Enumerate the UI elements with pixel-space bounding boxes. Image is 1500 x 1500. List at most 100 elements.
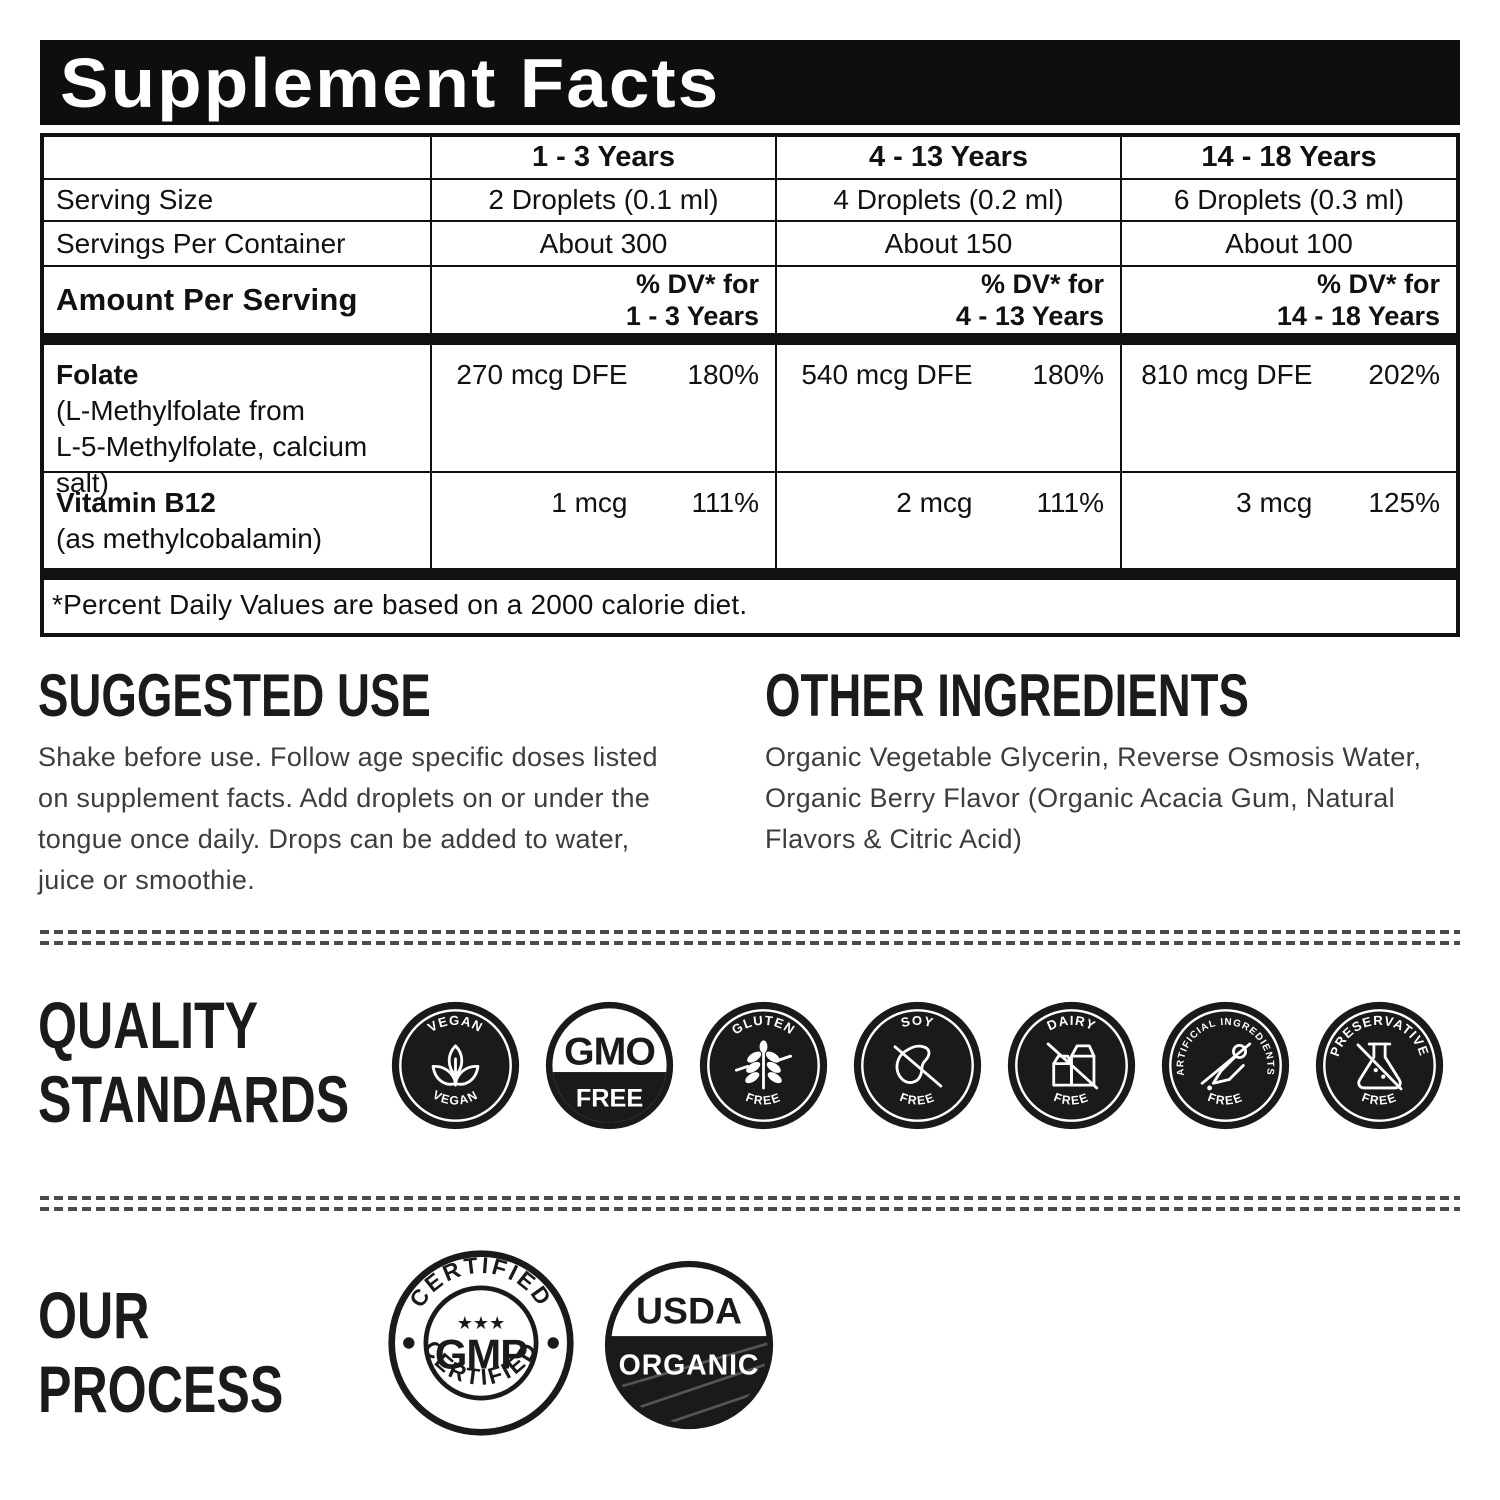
nutrient-amount: 270 mcg DFE [456,359,628,390]
age-column-header: 1 - 3 Years [430,137,775,178]
nutrient-amount: 1 mcg [551,487,628,518]
wheat-icon [734,1040,793,1090]
servings-per-container-value: About 300 [430,222,775,265]
nutrient-value-cell: 810 mcg DFE 202% [1120,345,1456,501]
badge-soy-free: SOY FREE [853,1001,982,1130]
suggested-use-body: Shake before use. Follow age specific do… [38,742,658,895]
quality-standards-badges: VEGAN VEGAN GMO FREE GLUTEN FREE [390,1000,1445,1131]
servings-per-container-label: Servings Per Container [56,227,346,259]
dashed-line [40,1196,1460,1200]
dv-header: % DV* for 14 - 18 Years [1120,267,1456,333]
heading-line: OUR [38,1278,150,1352]
heading-line: PROCESS [38,1352,284,1426]
badge-gluten-free: GLUTEN FREE [699,1001,828,1130]
other-ingredients-body: Organic Vegetable Glycerin, Reverse Osmo… [765,742,1422,854]
heading-line: QUALITY [38,988,259,1062]
nutrient-detail: L-5-Methylfolate, calcium salt) [56,431,368,498]
dv-prefix: % DV* for [635,269,759,299]
serving-size-value: 2 Droplets (0.1 ml) [430,180,775,220]
dashed-divider [40,1196,1460,1211]
nutrient-detail: (as methylcobalamin) [56,523,323,554]
nutrient-value-cell: 3 mcg 125% [1120,473,1456,568]
dv-age-range: 14 - 18 Years [1276,301,1440,331]
svg-text:FREE: FREE [576,1085,643,1113]
nutrient-name: Folate [56,359,139,390]
table-row-age-headers: 1 - 3 Years 4 - 13 Years 14 - 18 Years [44,137,1456,178]
svg-text:GMP: GMP [435,1331,527,1378]
suggested-use-heading: SUGGESTED USE [38,662,431,729]
badge-preservative-free: PRESERVATIVE FREE [1315,1001,1444,1130]
dashed-line [40,930,1460,934]
table-row-amount-per-serving: Amount Per Serving % DV* for 1 - 3 Years… [44,265,1456,333]
nutrient-dv: 180% [687,359,759,390]
gmp-certified-badge-slot: CERTIFIED CERTIFIED ★★★ GMP [386,1248,576,1443]
usda-organic-badge: USDA ORGANIC [604,1260,774,1430]
amount-per-serving-label: Amount Per Serving [56,282,358,317]
dashed-line [40,941,1460,945]
table-row-servings-per-container: Servings Per Container About 300 About 1… [44,220,1456,265]
servings-per-container-value: About 150 [775,222,1120,265]
nutrient-amount: 810 mcg DFE [1141,359,1313,390]
dropper-icon [1200,1042,1252,1091]
serving-size-value: 6 Droplets (0.3 ml) [1120,180,1456,220]
nutrient-dv: 111% [691,487,759,518]
nutrient-name-cell: Vitamin B12 (as methylcobalamin) [44,473,430,568]
nutrient-amount: 540 mcg DFE [801,359,973,390]
nutrient-amount: 3 mcg [1236,487,1313,518]
nutrient-detail: (L-Methylfolate from [56,395,305,426]
gmp-certified-badge: CERTIFIED CERTIFIED ★★★ GMP [388,1250,574,1436]
milk-carton-icon [1046,1042,1099,1090]
thick-divider-bar [44,333,1456,345]
other-ingredients-heading: OTHER INGREDIENTS [765,662,1249,729]
dashed-line [40,1207,1460,1211]
table-row-vitamin-b12: Vitamin B12 (as methylcobalamin) 1 mcg 1… [44,471,1456,568]
dashed-divider [40,930,1460,945]
dot-icon [403,1337,415,1349]
quality-standards-heading: QUALITY STANDARDS [38,988,349,1136]
nutrient-dv: 180% [1032,359,1104,390]
supplement-facts-title-bar: Supplement Facts [40,40,1460,125]
nutrient-dv: 111% [1036,487,1104,518]
serving-size-value: 4 Droplets (0.2 ml) [775,180,1120,220]
nutrient-amount: 2 mcg [896,487,973,518]
svg-text:VEGAN: VEGAN [425,1013,486,1035]
dv-age-range: 1 - 3 Years [625,301,759,331]
svg-text:VEGAN: VEGAN [430,1088,480,1108]
page-title: Supplement Facts [60,43,721,122]
nutrient-value-cell: 540 mcg DFE 180% [775,345,1120,501]
badge-dairy-free: DAIRY FREE [1007,1001,1136,1130]
table-row-serving-size: Serving Size 2 Droplets (0.1 ml) 4 Dropl… [44,178,1456,220]
nutrient-name-cell: Folate (L-Methylfolate from L-5-Methylfo… [44,345,430,501]
nutrient-value-cell: 1 mcg 111% [430,473,775,568]
dv-age-range: 4 - 13 Years [955,301,1104,331]
usda-organic-badge-slot: USDA ORGANIC [600,1256,778,1439]
thick-divider-bar [44,568,1456,580]
dv-header: % DV* for 1 - 3 Years [430,267,775,333]
age-column-header: 4 - 13 Years [775,137,1120,178]
dv-prefix: % DV* for [980,269,1104,299]
badge-gmo-free: GMO FREE [545,1001,674,1130]
svg-text:SOY: SOY [899,1013,935,1030]
stars-icon: ★★★ [457,1313,506,1333]
servings-per-container-value: About 100 [1120,222,1456,265]
soy-icon [893,1044,943,1088]
serving-size-label: Serving Size [56,184,214,215]
empty-corner-cell [44,137,430,178]
heading-line: STANDARDS [38,1062,350,1136]
svg-text:ORGANIC: ORGANIC [619,1349,760,1381]
nutrient-dv: 125% [1368,487,1440,518]
leaf-icon [431,1044,480,1087]
nutrient-dv: 202% [1368,359,1440,390]
table-row-folate: Folate (L-Methylfolate from L-5-Methylfo… [44,345,1456,501]
svg-text:GMO: GMO [564,1030,655,1074]
badge-artificial-ingredients-free: ARTIFICIAL INGREDIENTS FREE [1161,1001,1290,1130]
dv-header: % DV* for 4 - 13 Years [775,267,1120,333]
supplement-facts-table: 1 - 3 Years 4 - 13 Years 14 - 18 Years S… [40,133,1460,637]
daily-value-footnote: *Percent Daily Values are based on a 200… [52,589,748,620]
our-process-heading: OUR PROCESS [38,1278,283,1426]
dv-prefix: % DV* for [1316,269,1440,299]
age-column-header: 14 - 18 Years [1120,137,1456,178]
nutrient-value-cell: 270 mcg DFE 180% [430,345,775,501]
nutrient-value-cell: 2 mcg 111% [775,473,1120,568]
